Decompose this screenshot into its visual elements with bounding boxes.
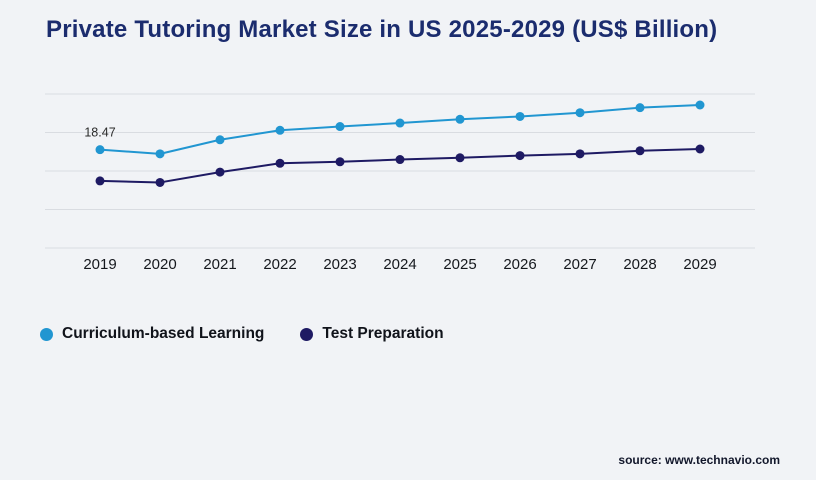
data-point-marker <box>455 153 465 163</box>
data-point-marker <box>335 122 345 132</box>
legend-item-test-prep: Test Preparation <box>300 325 444 343</box>
x-axis-label: 2028 <box>623 256 656 273</box>
series-line <box>99 104 701 155</box>
data-point-marker <box>215 135 225 145</box>
test-preparation-series-dot-icon <box>300 327 314 341</box>
data-point-marker <box>455 114 465 124</box>
data-point-marker <box>95 145 105 155</box>
x-axis-label: 2024 <box>383 256 416 273</box>
data-point-marker <box>155 149 165 159</box>
line-chart: 18.47 2019 2020 2021 2022 2023 2024 2025 2026 202… <box>45 93 755 273</box>
data-point-marker <box>275 158 285 168</box>
data-point-marker <box>395 118 405 128</box>
chart-title: Private Tutoring Market Size in US 2025-… <box>46 16 718 43</box>
legend-label-curriculum: Curriculum-based Learning <box>62 325 265 342</box>
data-point-marker <box>335 157 345 167</box>
x-axis-label: 2019 <box>83 256 116 273</box>
data-point-marker <box>155 177 165 187</box>
data-point-marker <box>215 167 225 177</box>
data-point-marker <box>275 125 285 135</box>
x-axis-label: 2027 <box>563 256 596 273</box>
x-axis-label: 2029 <box>683 256 716 273</box>
curriculum-series-dot-icon <box>40 327 53 341</box>
data-point-marker <box>695 100 705 110</box>
chart-legend: Curriculum-based Learning Test Preparati… <box>40 325 444 343</box>
line-chart-area: 18.47 2019 2020 2021 2022 2023 2024 2025 2026 202… <box>45 86 760 282</box>
data-label: 18.47 <box>84 126 115 140</box>
data-point-marker <box>635 103 645 113</box>
x-axis-label: 2021 <box>203 256 236 273</box>
x-axis-label: 2023 <box>323 256 356 273</box>
data-point-marker <box>575 108 585 118</box>
data-point-marker <box>95 176 105 186</box>
legend-label-test-prep: Test Preparation <box>322 325 444 342</box>
legend-item-curriculum: Curriculum-based Learning <box>40 325 264 343</box>
data-point-marker <box>515 111 525 121</box>
x-axis-label: 2022 <box>263 256 296 273</box>
series-line <box>99 148 701 184</box>
data-point-marker <box>635 146 645 156</box>
x-axis-label: 2025 <box>443 256 476 273</box>
data-point-marker <box>395 155 405 165</box>
x-axis-label: 2020 <box>143 256 176 273</box>
data-point-marker <box>695 144 705 154</box>
data-point-marker <box>515 151 525 161</box>
data-point-marker <box>575 149 585 159</box>
x-axis-label: 2026 <box>503 256 536 273</box>
source-attribution: source: www.technavio.com <box>618 453 780 467</box>
